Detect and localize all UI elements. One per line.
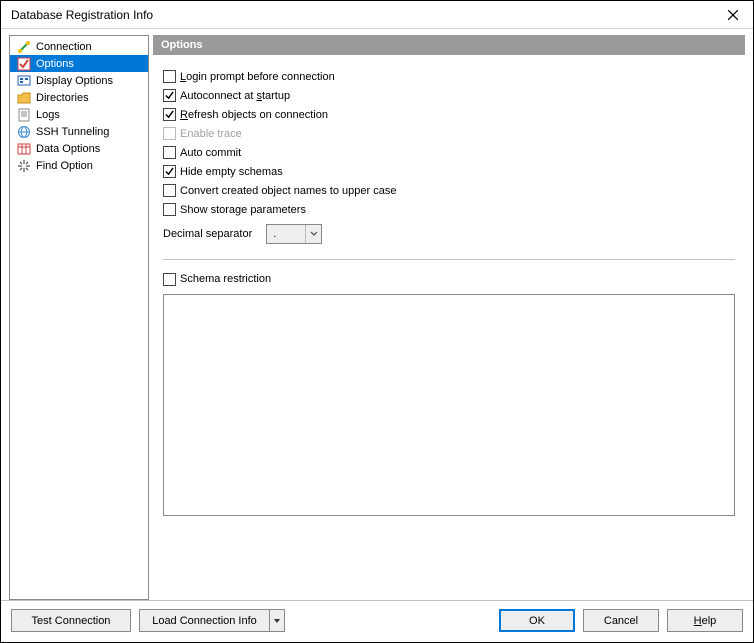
section-header: Options — [153, 35, 745, 55]
checkbox-icon — [163, 203, 176, 216]
footer: Test Connection Load Connection Info OK … — [1, 600, 753, 642]
ok-button[interactable]: OK — [499, 609, 575, 632]
checkbox-label: Show storage parameters — [180, 204, 306, 216]
checkbox-icon — [163, 127, 176, 140]
decimal-separator-combo[interactable]: . — [266, 224, 322, 244]
sidebar-item-options[interactable]: Options — [10, 55, 148, 72]
options-icon — [16, 56, 32, 72]
checkbox-row-hide-schemas[interactable]: Hide empty schemas — [163, 162, 735, 181]
cancel-button[interactable]: Cancel — [583, 609, 659, 632]
sidebar-item-label: Data Options — [36, 143, 100, 155]
sidebar-item-logs[interactable]: Logs — [10, 106, 148, 123]
test-connection-button[interactable]: Test Connection — [11, 609, 131, 632]
sidebar-item-label: Display Options — [36, 75, 113, 87]
checkbox-label: Schema restriction — [180, 273, 271, 285]
sidebar-item-data-options[interactable]: Data Options — [10, 140, 148, 157]
checkbox-row-schema-restriction[interactable]: Schema restriction — [153, 270, 745, 288]
checkbox-label: Enable trace — [180, 128, 242, 140]
window-title: Database Registration Info — [11, 8, 153, 22]
decimal-separator-row: Decimal separator . — [163, 223, 735, 245]
display-icon — [16, 73, 32, 89]
checkbox-row-refresh[interactable]: Refresh objects on connection — [163, 105, 735, 124]
chevron-down-icon — [305, 225, 321, 243]
sidebar-item-label: Find Option — [36, 160, 93, 172]
button-label: OK — [529, 615, 545, 627]
checkbox-icon — [163, 70, 176, 83]
checkbox-label: Refresh objects on connection — [180, 109, 328, 121]
titlebar: Database Registration Info — [1, 1, 753, 29]
button-label: Test Connection — [32, 615, 111, 627]
checkbox-label: Convert created object names to upper ca… — [180, 185, 396, 197]
directories-icon — [16, 90, 32, 106]
load-connection-split-button: Load Connection Info — [139, 609, 285, 632]
sidebar-item-label: Connection — [36, 41, 92, 53]
dialog-window: Database Registration Info Connection — [0, 0, 754, 643]
decimal-separator-label: Decimal separator — [163, 228, 252, 240]
options-area: Login prompt before connection Autoconne… — [153, 63, 745, 245]
button-label: Cancel — [604, 615, 638, 627]
checkbox-label: Hide empty schemas — [180, 166, 283, 178]
data-icon — [16, 141, 32, 157]
schema-restriction-textarea[interactable] — [163, 294, 735, 516]
sidebar-item-find-option[interactable]: Find Option — [10, 157, 148, 174]
nav-tree: Connection Options Display Options — [10, 36, 148, 176]
combo-value: . — [267, 228, 305, 240]
help-button[interactable]: Help — [667, 609, 743, 632]
sidebar-item-connection[interactable]: Connection — [10, 38, 148, 55]
find-icon — [16, 158, 32, 174]
checkbox-row-storage-params[interactable]: Show storage parameters — [163, 200, 735, 219]
close-button[interactable] — [721, 5, 745, 25]
checkbox-icon — [163, 165, 176, 178]
close-icon — [728, 10, 738, 20]
connection-icon — [16, 39, 32, 55]
sidebar-item-label: Directories — [36, 92, 89, 104]
checkbox-icon — [163, 108, 176, 121]
load-connection-button[interactable]: Load Connection Info — [139, 609, 269, 632]
checkbox-row-auto-commit[interactable]: Auto commit — [163, 143, 735, 162]
sidebar-item-directories[interactable]: Directories — [10, 89, 148, 106]
sidebar-item-ssh-tunneling[interactable]: SSH Tunneling — [10, 123, 148, 140]
checkbox-label: Auto commit — [180, 147, 241, 159]
chevron-down-icon — [274, 619, 280, 623]
sidebar-item-display-options[interactable]: Display Options — [10, 72, 148, 89]
button-label: Help — [694, 615, 717, 627]
logs-icon — [16, 107, 32, 123]
checkbox-row-login-prompt[interactable]: Login prompt before connection — [163, 67, 735, 86]
sidebar-item-label: SSH Tunneling — [36, 126, 109, 138]
checkbox-icon — [163, 146, 176, 159]
checkbox-icon — [163, 89, 176, 102]
load-connection-dropdown[interactable] — [269, 609, 285, 632]
checkbox-row-autoconnect[interactable]: Autoconnect at startup — [163, 86, 735, 105]
sidebar-item-label: Logs — [36, 109, 60, 121]
content-panel: Options Login prompt before connection A… — [153, 35, 745, 600]
button-label: Load Connection Info — [152, 615, 257, 627]
checkbox-label: Autoconnect at startup — [180, 90, 290, 102]
ssh-icon — [16, 124, 32, 140]
dialog-body: Connection Options Display Options — [1, 29, 753, 600]
checkbox-label: Login prompt before connection — [180, 71, 335, 83]
sidebar: Connection Options Display Options — [9, 35, 149, 600]
checkbox-icon — [163, 184, 176, 197]
checkbox-icon — [163, 273, 176, 286]
checkbox-row-convert-upper[interactable]: Convert created object names to upper ca… — [163, 181, 735, 200]
divider — [163, 259, 735, 260]
checkbox-row-enable-trace: Enable trace — [163, 124, 735, 143]
sidebar-item-label: Options — [36, 58, 74, 70]
